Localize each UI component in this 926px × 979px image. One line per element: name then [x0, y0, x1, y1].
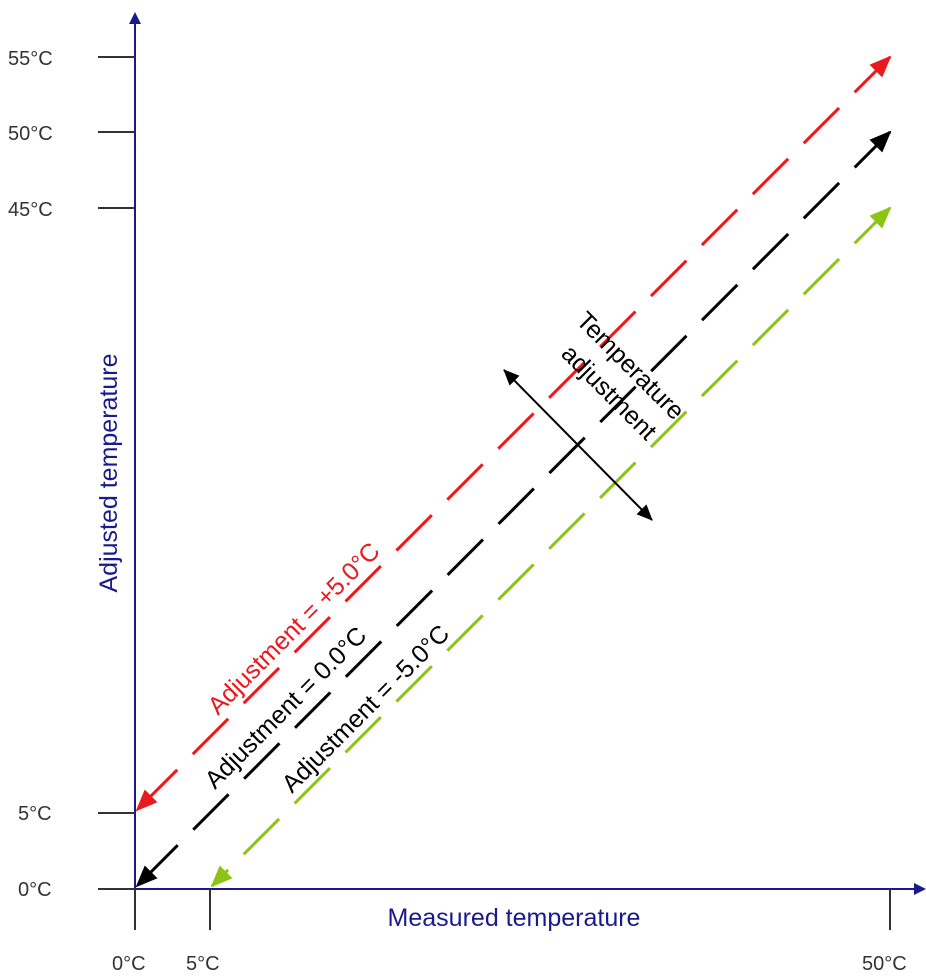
temperature-adjustment-arrow: [503, 369, 653, 521]
x-tick-label-0: 0°C: [112, 953, 146, 975]
adjustment-minus-line: [210, 206, 892, 888]
y-ticks: [98, 56, 135, 890]
x-ticks: [134, 889, 891, 930]
adjustment-plus-line: [135, 55, 892, 812]
y-tick-label-0: 0°C: [18, 879, 52, 901]
x-tick-label-5: 5°C: [186, 953, 220, 975]
y-tick-label-55: 55°C: [8, 48, 53, 70]
adjustment-zero-line: [135, 130, 892, 888]
y-axis-title: Adjusted temperature: [95, 353, 123, 592]
y-tick-label-50: 50°C: [8, 123, 53, 145]
y-tick-label-5: 5°C: [18, 803, 52, 825]
x-axis-title: Measured temperature: [388, 904, 641, 932]
y-tick-label-45: 45°C: [8, 199, 53, 221]
x-tick-label-50: 50°C: [862, 953, 907, 975]
